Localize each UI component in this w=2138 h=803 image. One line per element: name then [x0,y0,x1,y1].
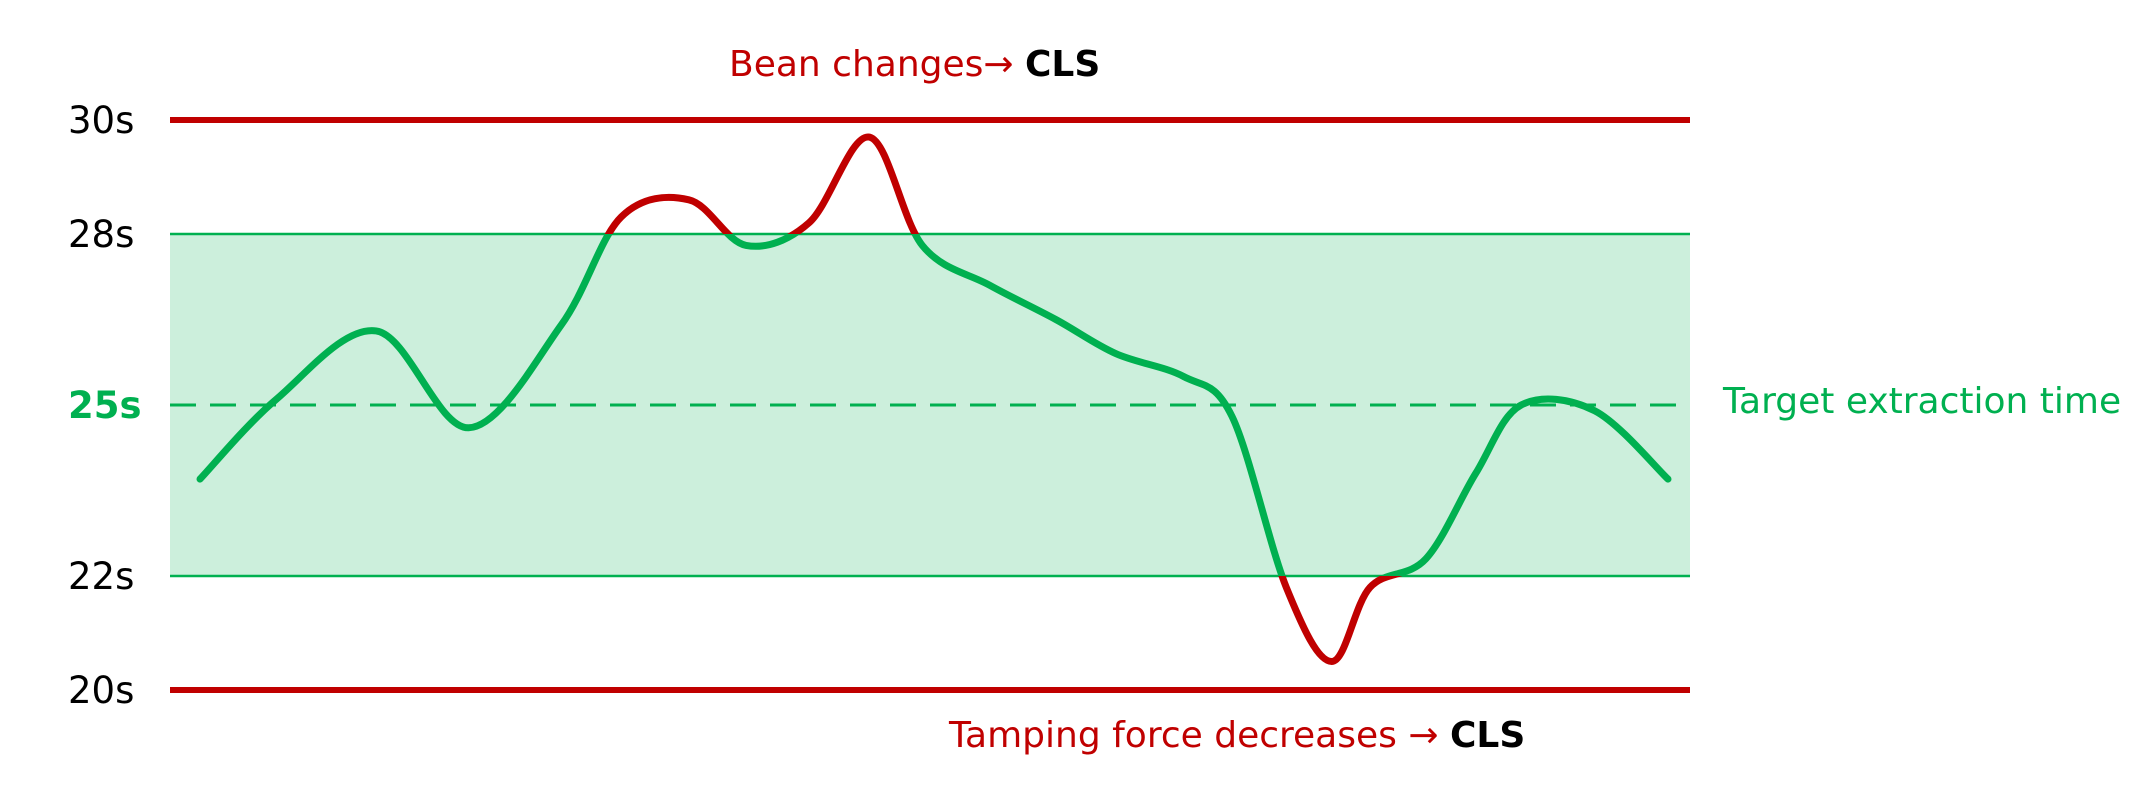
upper-annotation-text: Bean changes→ [729,44,1025,85]
y-tick-label-2: 25s [68,384,142,427]
target-label: Target extraction time [1722,381,2121,422]
lower-annotation-text: Tamping force decreases → [948,715,1450,756]
y-tick-label-0: 30s [68,99,134,142]
upper-annotation-action: CLS [1025,44,1100,85]
y-tick-label-3: 22s [68,555,134,598]
lower-annotation: Tamping force decreases → CLS [948,715,1525,756]
upper-annotation: Bean changes→ CLS [729,44,1100,85]
series-line-in-band [196,234,1672,576]
lower-annotation-action: CLS [1450,715,1525,756]
y-tick-label-4: 20s [68,669,134,712]
y-tick-label-1: 28s [68,213,134,256]
